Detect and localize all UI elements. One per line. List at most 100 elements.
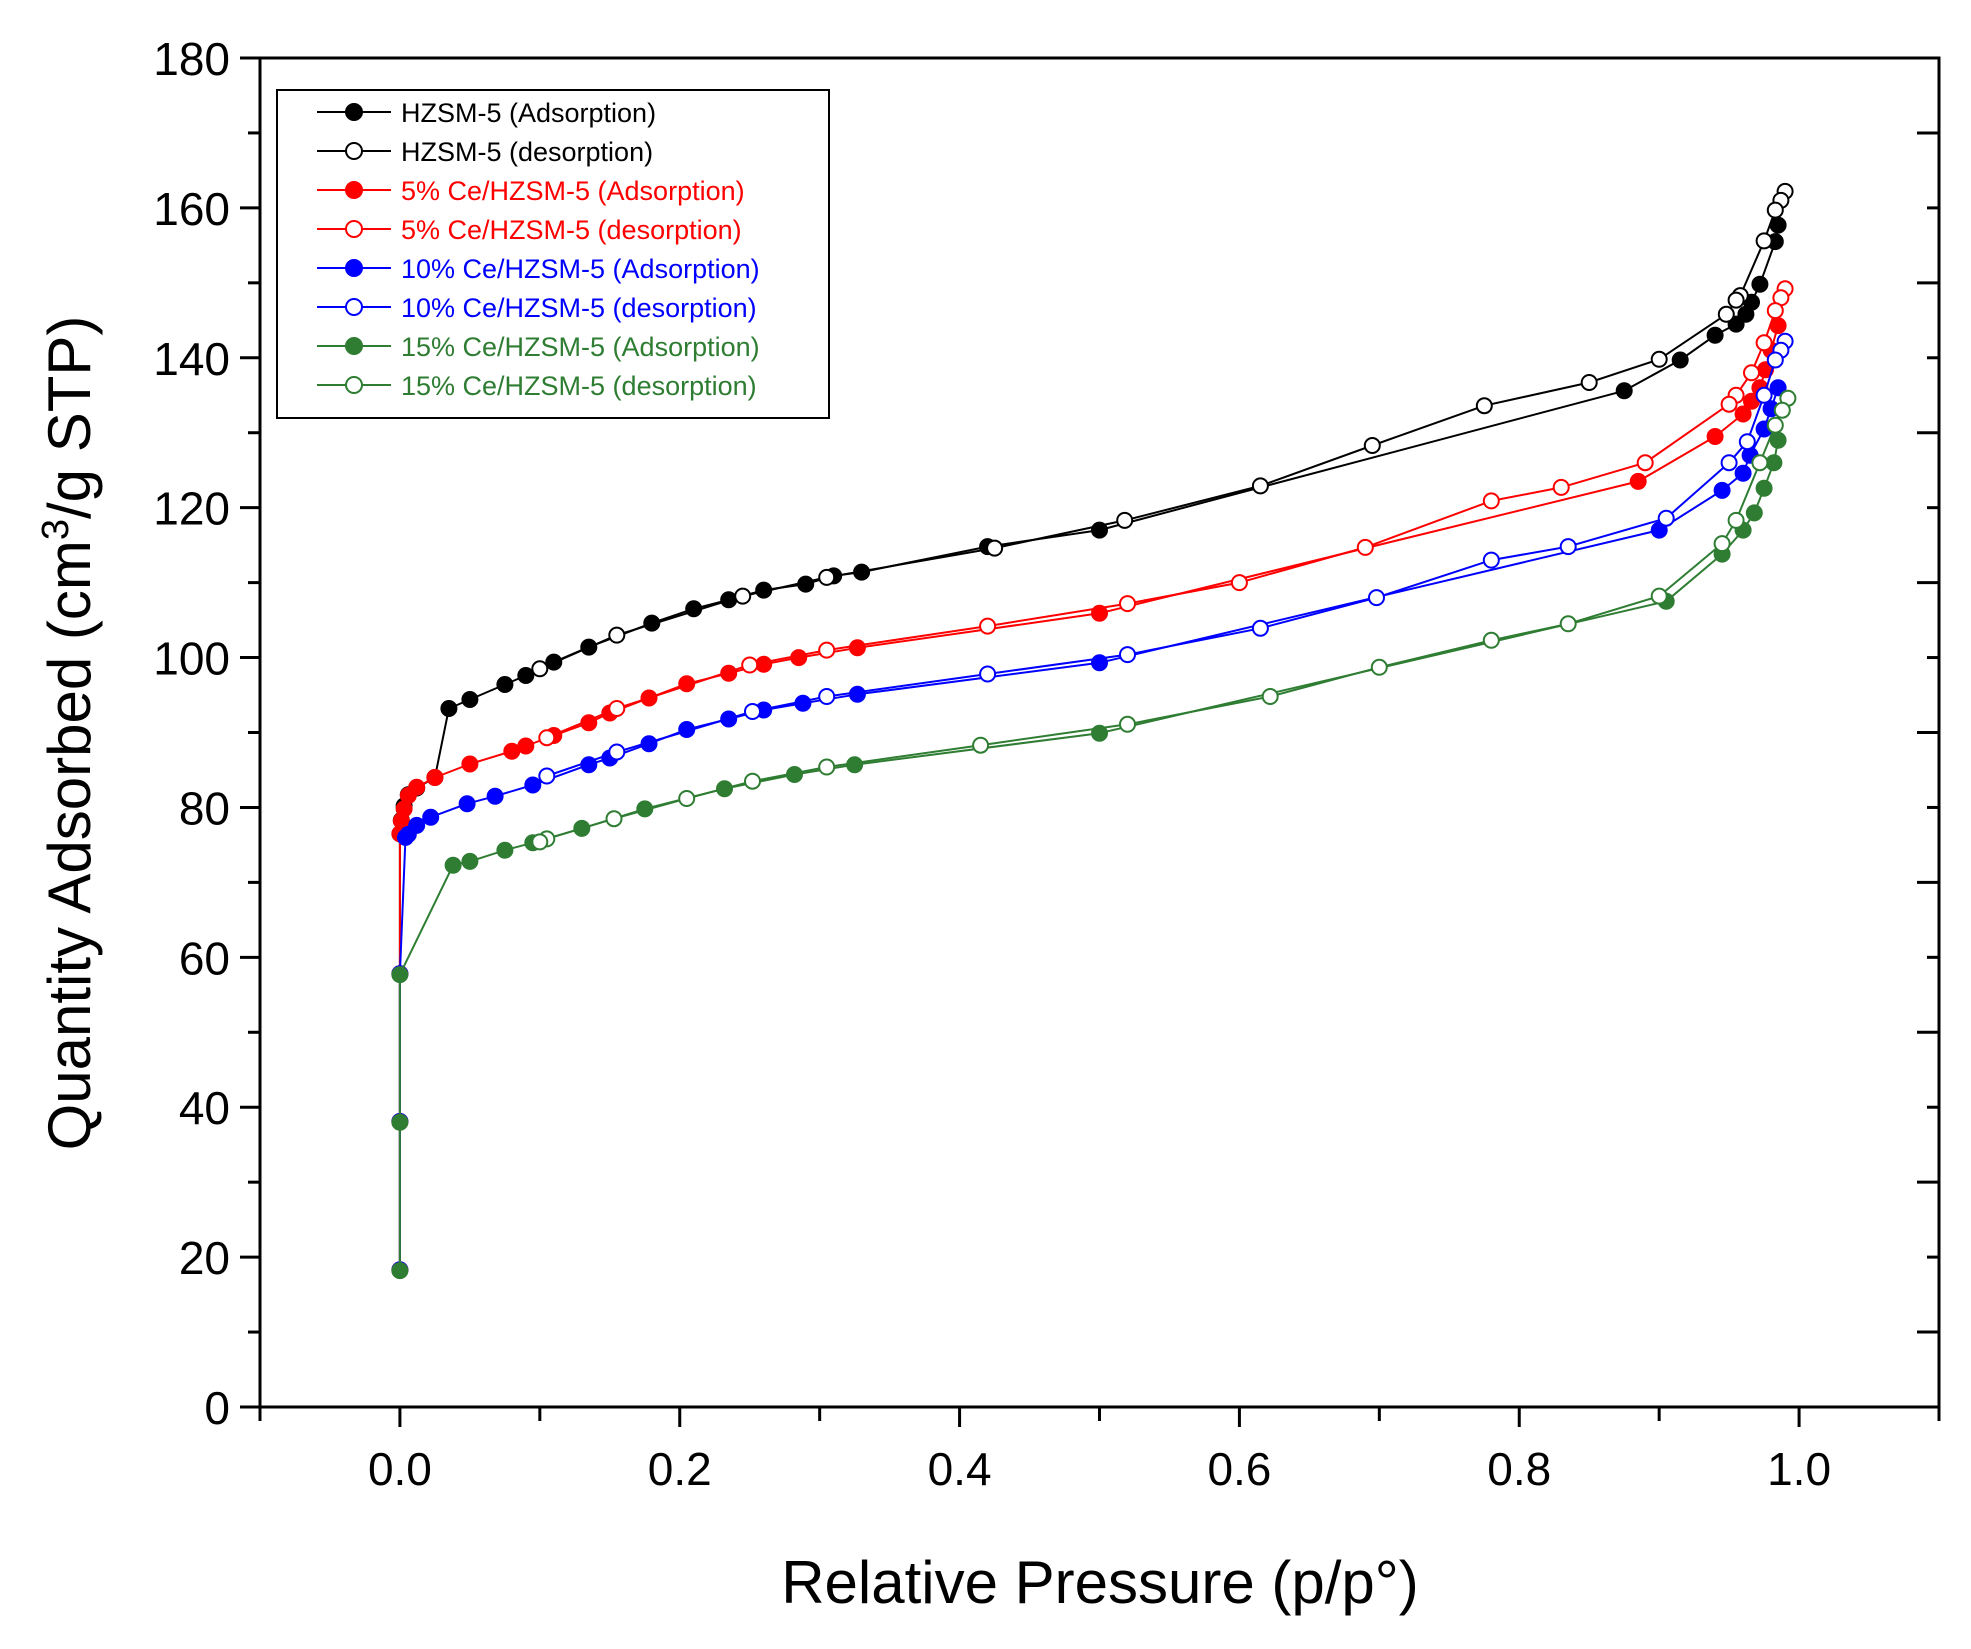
adsorption-point [408,778,426,796]
series-7 [531,389,1797,851]
adsorption-point [1727,315,1745,333]
legend-item: 15% Ce/HZSM-5 (Adsorption) [317,332,760,362]
desorption-point [1261,688,1279,705]
desorption-point [1766,302,1784,320]
desorption-point [1580,374,1598,391]
desorption-point [1482,551,1500,569]
adsorption-point [848,685,866,703]
adsorption-point [486,787,504,805]
adsorption-point [1755,479,1773,497]
y-tick-label: 80 [179,782,230,834]
legend-marker [345,220,363,238]
adsorption-point [426,769,444,786]
adsorption-point [461,691,479,708]
legend-label: HZSM-5 (Adsorption) [401,98,656,128]
desorption-point [1743,364,1760,382]
y-axis-label-suffix: /g STP) [36,316,103,519]
desorption-point [531,833,549,851]
adsorption-point [461,755,479,773]
adsorption-point [458,795,476,813]
desorption-point [1755,232,1773,250]
y-tick-label: 100 [153,633,230,685]
series-5 [538,332,1794,785]
legend-item: HZSM-5 (desorption) [317,137,653,167]
desorption-point [1727,291,1745,309]
adsorption-point [408,816,426,834]
desorption-point [979,617,997,635]
desorption-point [979,665,997,683]
y-tick-label: 20 [179,1232,230,1284]
desorption-point [818,568,836,586]
desorption-point [1368,589,1385,607]
legend-item: 5% Ce/HZSM-5 (Adsorption) [317,176,745,206]
adsorption-point [1615,382,1633,400]
x-tick-label: 1.0 [1767,1443,1831,1495]
legend-marker [345,259,363,277]
series-1 [531,182,1794,678]
adsorption-point [422,808,440,826]
desorption-point [1559,538,1577,556]
desorption-point [1559,615,1577,633]
adsorption-point [1734,464,1752,482]
desorption-point [744,772,761,790]
desorption-point [608,743,626,761]
adsorption-point [503,742,521,760]
desorption-point [1755,386,1773,404]
desorption-point [1475,397,1493,415]
legend-item: 10% Ce/HZSM-5 (desorption) [317,293,757,323]
adsorption-point [643,614,661,632]
desorption-point [1119,595,1136,613]
desorption-point [1363,437,1381,454]
adsorption-point [1769,379,1787,397]
desorption-point [608,626,626,644]
adsorption-point [517,737,535,755]
desorption-point [1713,535,1731,553]
legend-marker [345,181,363,199]
legend-box [276,89,830,419]
legend-item: 10% Ce/HZSM-5 (Adsorption) [317,254,760,284]
x-axis-label: Relative Pressure (p/p°) [781,1549,1419,1616]
adsorption-point [790,649,808,667]
desorption-point [1650,587,1668,605]
adsorption-point [1734,405,1752,423]
x-tick-label: 0.2 [648,1443,712,1495]
adsorption-point [391,1262,409,1280]
legend-item: 15% Ce/HZSM-5 (desorption) [317,371,757,401]
desorption-point [605,810,623,828]
legend-label: 5% Ce/HZSM-5 (desorption) [401,215,742,245]
x-tick-label: 0.6 [1207,1443,1271,1495]
y-tick-label: 180 [153,33,230,85]
adsorption-point [1706,326,1724,344]
desorption-point [818,641,836,659]
desorption-point [1370,658,1388,676]
desorption-point [986,539,1004,557]
adsorption-point [1765,454,1783,472]
adsorption-point [1751,275,1769,293]
adsorption-point [1713,481,1731,499]
desorption-point [972,736,990,754]
desorption-point [1116,511,1134,529]
desorption-point [1552,478,1570,496]
legend-item: HZSM-5 (Adsorption) [317,98,656,128]
y-tick-label: 140 [153,333,230,385]
y-axis-label: Quantity Adsorbed (cm3/g STP) [35,316,103,1151]
legend-item: 5% Ce/HZSM-5 (desorption) [317,215,742,245]
desorption-point [818,688,836,705]
desorption-point [1766,201,1784,219]
adsorption-point [524,776,542,794]
adsorption-point [848,639,866,657]
desorption-point [1482,631,1500,649]
desorption-point [1766,351,1784,369]
desorption-point [1251,477,1269,495]
adsorption-point [517,667,535,684]
legend-label: 15% Ce/HZSM-5 (Adsorption) [401,332,760,362]
legend: HZSM-5 (Adsorption) HZSM-5 (desorption) 5%… [276,89,830,419]
desorption-point [1755,334,1773,352]
adsorption-point [496,841,514,859]
x-tick-label: 0.0 [368,1443,432,1495]
adsorption-point [391,1113,409,1131]
adsorption-point [1769,431,1787,449]
desorption-point [538,767,556,785]
legend-marker [345,298,363,316]
